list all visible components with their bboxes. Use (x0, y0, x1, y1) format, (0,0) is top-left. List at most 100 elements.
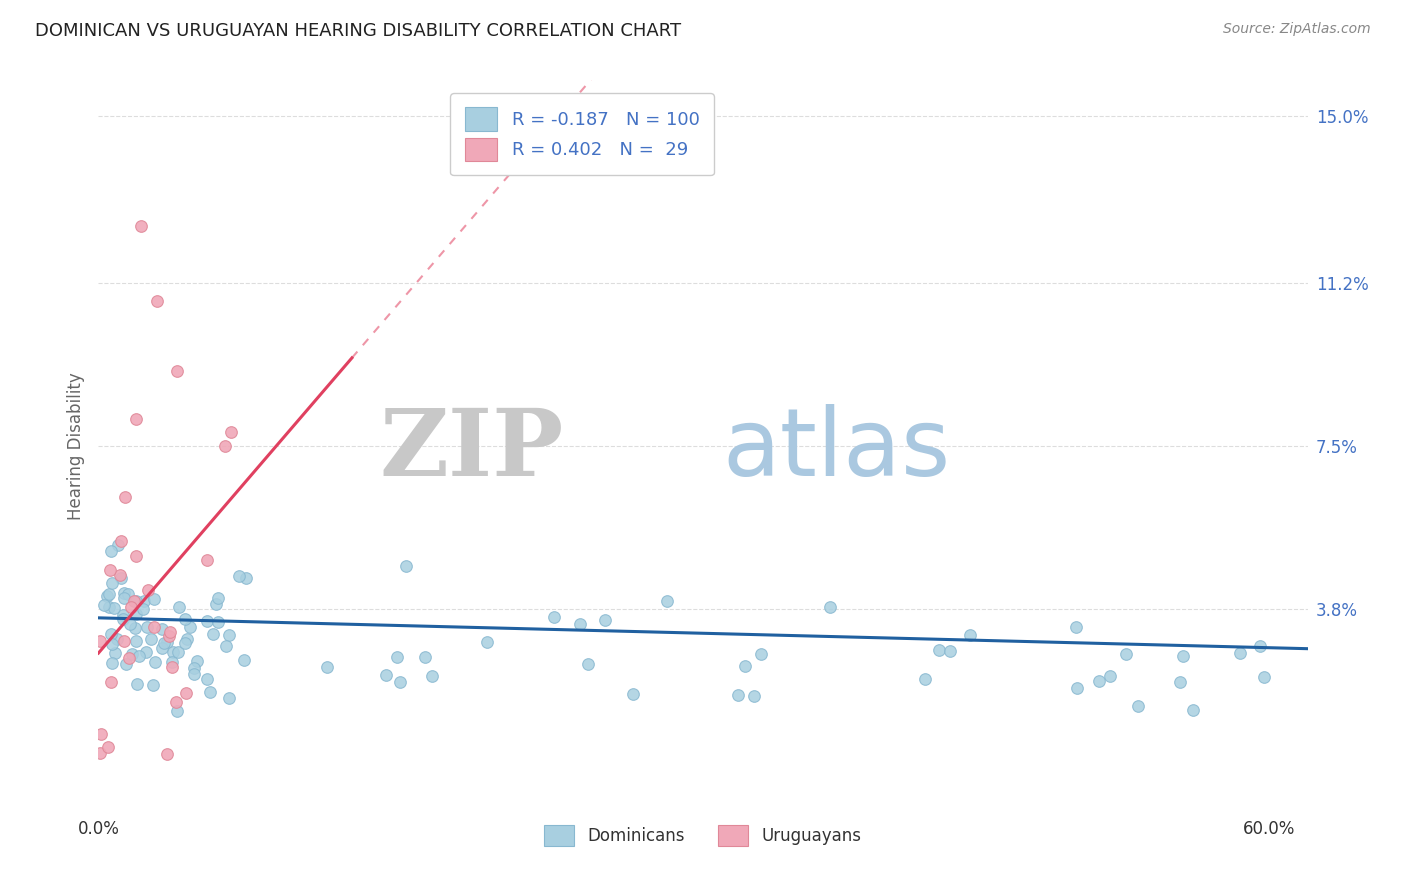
Point (111, 612, 134, 626)
Point (1229, 646, 1251, 660)
Point (110, 533, 132, 548)
Point (112, 585, 135, 599)
Point (142, 678, 165, 692)
Point (162, 659, 184, 673)
Point (1098, 669, 1121, 683)
Point (207, 591, 229, 605)
Point (155, 747, 177, 762)
Point (959, 627, 981, 641)
Point (139, 632, 162, 646)
Point (385, 649, 408, 664)
Point (415, 650, 437, 665)
Point (174, 636, 197, 650)
Point (100, 637, 122, 651)
Point (124, 621, 146, 635)
Point (195, 672, 218, 686)
Point (143, 655, 166, 669)
Point (143, 591, 166, 606)
Point (97, 587, 120, 601)
Point (111, 608, 134, 623)
Point (1126, 699, 1149, 714)
Point (131, 219, 153, 233)
Point (98, 600, 121, 615)
Point (543, 609, 565, 624)
Point (569, 616, 592, 631)
Point (120, 599, 142, 614)
Point (734, 659, 756, 673)
Y-axis label: Hearing Disability: Hearing Disability (66, 372, 84, 520)
Point (394, 559, 416, 574)
Point (90, 727, 112, 741)
Point (214, 439, 236, 453)
Point (1168, 674, 1191, 689)
Point (742, 689, 765, 703)
Point (103, 601, 125, 615)
Point (107, 538, 129, 552)
Point (159, 629, 181, 643)
Point (115, 657, 138, 672)
Point (128, 648, 150, 663)
Point (134, 645, 156, 659)
Point (218, 691, 240, 706)
Point (89, 746, 111, 760)
Point (117, 587, 139, 601)
Point (100, 544, 122, 558)
Point (136, 582, 159, 597)
Point (100, 674, 122, 689)
Point (207, 615, 229, 630)
Text: ZIP: ZIP (380, 405, 564, 495)
Point (186, 654, 208, 668)
Point (118, 650, 141, 665)
Point (1064, 620, 1087, 634)
Point (201, 627, 224, 641)
Point (374, 668, 396, 682)
Point (200, 685, 222, 699)
Point (215, 639, 238, 653)
Point (205, 597, 228, 611)
Point (621, 687, 644, 701)
Point (179, 620, 201, 634)
Point (101, 575, 124, 590)
Point (818, 600, 841, 615)
Point (96, 589, 118, 603)
Point (101, 656, 124, 670)
Point (120, 617, 142, 632)
Point (159, 624, 181, 639)
Point (195, 614, 218, 628)
Point (1088, 674, 1111, 689)
Point (121, 647, 143, 661)
Point (114, 490, 136, 504)
Point (125, 549, 148, 563)
Point (749, 647, 772, 661)
Point (218, 628, 240, 642)
Point (165, 695, 187, 709)
Point (235, 571, 257, 585)
Point (125, 676, 148, 690)
Point (1253, 670, 1275, 684)
Point (100, 627, 122, 641)
Point (98, 563, 121, 577)
Text: atlas: atlas (721, 404, 950, 496)
Point (160, 655, 183, 669)
Text: DOMINICAN VS URUGUAYAN HEARING DISABILITY CORRELATION CHART: DOMINICAN VS URUGUAYAN HEARING DISABILIT… (35, 22, 682, 40)
Point (176, 632, 198, 646)
Point (125, 634, 148, 648)
Point (232, 653, 254, 667)
Point (420, 669, 443, 683)
Point (166, 704, 188, 718)
Point (93, 598, 115, 612)
Point (122, 594, 145, 608)
Point (228, 569, 250, 583)
Point (89, 633, 111, 648)
Point (150, 622, 173, 636)
Point (162, 645, 184, 659)
Point (183, 666, 205, 681)
Point (928, 643, 950, 657)
Point (576, 657, 599, 671)
Legend: Dominicans, Uruguayans: Dominicans, Uruguayans (536, 816, 870, 855)
Point (595, 613, 617, 627)
Point (167, 599, 190, 614)
Text: Source: ZipAtlas.com: Source: ZipAtlas.com (1223, 22, 1371, 37)
Point (657, 594, 679, 608)
Point (104, 646, 127, 660)
